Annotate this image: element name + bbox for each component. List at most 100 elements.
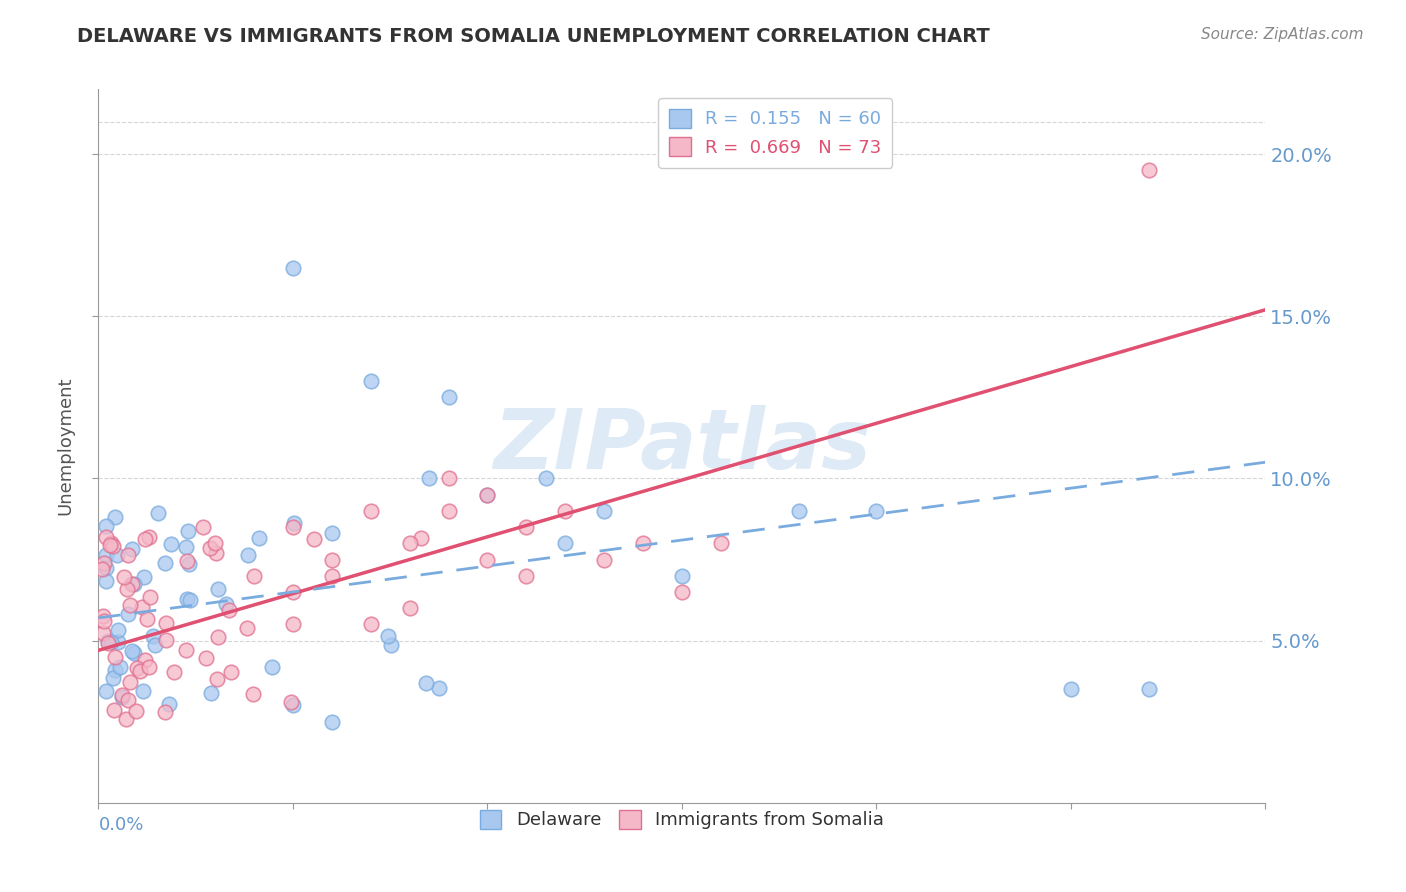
Point — [100, 536, 122, 550]
Point — [281, 698, 304, 713]
Point — [671, 585, 693, 599]
Point — [1060, 682, 1083, 697]
Point — [194, 651, 217, 665]
Point — [127, 661, 149, 675]
Point — [865, 504, 887, 518]
Point — [120, 598, 142, 612]
Point — [787, 504, 810, 518]
Point — [179, 557, 201, 571]
Point — [281, 617, 304, 632]
Point — [207, 672, 229, 686]
Text: 0.0%: 0.0% — [98, 815, 143, 834]
Point — [104, 663, 127, 677]
Point — [1137, 682, 1160, 697]
Point — [131, 600, 153, 615]
Point — [138, 660, 160, 674]
Point — [101, 671, 124, 685]
Point — [554, 536, 576, 550]
Point — [631, 536, 654, 550]
Point — [554, 504, 576, 518]
Point — [321, 552, 343, 566]
Point — [360, 617, 382, 632]
Point — [146, 507, 169, 521]
Point — [111, 690, 134, 704]
Point — [477, 552, 499, 566]
Point — [360, 374, 382, 388]
Point — [243, 568, 266, 582]
Point — [236, 548, 259, 562]
Point — [91, 561, 114, 575]
Point — [262, 660, 284, 674]
Point — [121, 576, 143, 591]
Point — [219, 665, 242, 680]
Point — [177, 524, 200, 539]
Point — [215, 597, 238, 611]
Point — [437, 390, 460, 404]
Point — [191, 520, 214, 534]
Point — [200, 686, 222, 700]
Point — [117, 548, 139, 562]
Point — [283, 516, 305, 530]
Point — [281, 260, 304, 275]
Point — [380, 638, 402, 652]
Point — [437, 504, 460, 518]
Point — [415, 676, 437, 690]
Point — [96, 574, 118, 589]
Point — [96, 684, 118, 698]
Point — [360, 504, 382, 518]
Point — [115, 582, 138, 596]
Point — [96, 530, 118, 544]
Point — [139, 591, 162, 605]
Point — [281, 520, 304, 534]
Point — [321, 568, 343, 582]
Point — [153, 705, 176, 719]
Point — [515, 520, 537, 534]
Point — [242, 686, 264, 700]
Point — [155, 632, 177, 647]
Point — [98, 538, 121, 552]
Point — [593, 504, 616, 518]
Point — [122, 646, 145, 660]
Point — [93, 626, 115, 640]
Point — [101, 539, 124, 553]
Point — [143, 638, 166, 652]
Point — [477, 488, 499, 502]
Point — [105, 549, 128, 563]
Point — [117, 693, 139, 707]
Point — [96, 548, 118, 562]
Point — [377, 629, 399, 643]
Point — [100, 635, 122, 649]
Point — [176, 554, 198, 568]
Point — [174, 540, 197, 554]
Point — [437, 471, 460, 485]
Point — [103, 703, 125, 717]
Point — [235, 621, 257, 635]
Point — [96, 519, 118, 533]
Point — [593, 552, 616, 566]
Point — [179, 593, 201, 607]
Point — [121, 542, 143, 557]
Text: ZIPatlas: ZIPatlas — [494, 406, 870, 486]
Point — [104, 650, 127, 665]
Point — [218, 603, 240, 617]
Point — [96, 561, 118, 575]
Point — [111, 689, 134, 703]
Point — [134, 652, 156, 666]
Point — [108, 660, 131, 674]
Point — [163, 665, 186, 679]
Point — [120, 675, 142, 690]
Point — [125, 704, 148, 718]
Point — [132, 569, 155, 583]
Point — [281, 585, 304, 599]
Point — [142, 629, 165, 643]
Point — [398, 536, 420, 550]
Point — [121, 644, 143, 658]
Point — [138, 530, 160, 544]
Point — [477, 488, 499, 502]
Point — [122, 577, 145, 591]
Point — [280, 695, 302, 709]
Point — [321, 525, 343, 540]
Point — [97, 634, 120, 648]
Point — [107, 635, 129, 649]
Point — [321, 714, 343, 729]
